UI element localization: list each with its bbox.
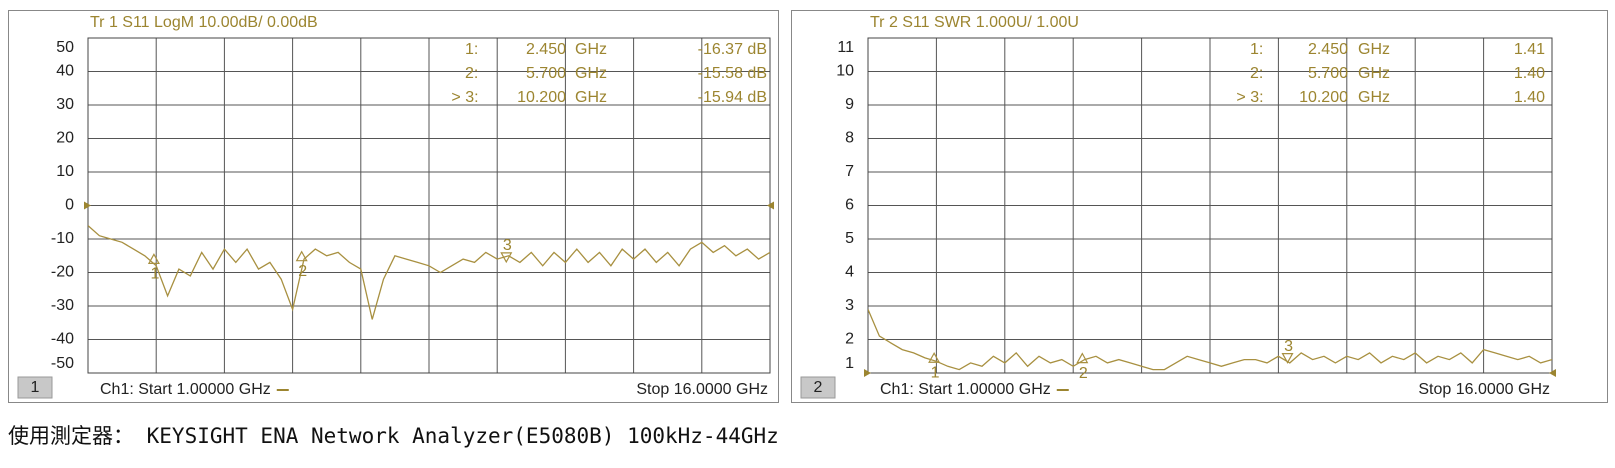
y-tick-label: 3 bbox=[845, 297, 854, 314]
marker-freq: 2.450 bbox=[526, 41, 566, 58]
marker-tag: 3 bbox=[1284, 338, 1293, 355]
trace bbox=[88, 225, 770, 320]
y-tick-label: 10 bbox=[836, 63, 854, 80]
y-tick-label: 0 bbox=[65, 197, 74, 214]
y-tick-label: 8 bbox=[845, 130, 854, 147]
marker-tag: 1 bbox=[931, 364, 940, 381]
start-label: Ch1: Start 1.00000 GHz bbox=[100, 381, 271, 398]
y-tick-label: 50 bbox=[56, 39, 74, 56]
y-tick-label: -10 bbox=[51, 230, 74, 247]
marker-triangle bbox=[1076, 352, 1089, 364]
marker-triangle bbox=[1281, 353, 1294, 364]
plot-frame bbox=[867, 37, 1553, 374]
marker-reading: -15.94 dB bbox=[698, 89, 767, 106]
marker-tag: 1 bbox=[150, 266, 159, 283]
y-tick-label: 11 bbox=[837, 39, 854, 56]
marker-id: 2: bbox=[1250, 65, 1263, 82]
marker-freq: 5.700 bbox=[1308, 65, 1348, 82]
marker-unit: GHz bbox=[1358, 41, 1390, 58]
y-tick-label: 1 bbox=[845, 355, 854, 372]
trace bbox=[868, 309, 1552, 371]
marker-reading: 1.41 bbox=[1514, 41, 1545, 58]
y-tick-label: 6 bbox=[845, 197, 854, 214]
y-tick-label: -40 bbox=[51, 331, 74, 348]
y-tick-label: 7 bbox=[845, 163, 854, 180]
marker-triangle bbox=[147, 253, 160, 264]
y-tick-label: 30 bbox=[56, 96, 74, 113]
marker-id: > 3: bbox=[1236, 89, 1263, 106]
y-tick-label: 5 bbox=[845, 230, 854, 247]
start-label: Ch1: Start 1.00000 GHz bbox=[880, 381, 1051, 398]
marker-tag: 3 bbox=[503, 237, 512, 254]
y-tick-label: 10 bbox=[56, 163, 74, 180]
marker-id: 1: bbox=[1250, 41, 1263, 58]
marker-freq: 5.700 bbox=[526, 65, 566, 82]
marker-unit: GHz bbox=[575, 89, 607, 106]
y-tick-label: 40 bbox=[56, 63, 74, 80]
stop-label: Stop 16.0000 GHz bbox=[1418, 381, 1550, 398]
marker-triangle bbox=[500, 252, 513, 264]
panel bbox=[791, 10, 1608, 403]
channel-number: 2 bbox=[814, 379, 823, 396]
channel-box bbox=[17, 376, 53, 399]
panel-header: Tr 2 S11 SWR 1.000U/ 1.00U bbox=[870, 14, 1079, 31]
y-tick-label: 9 bbox=[845, 96, 854, 113]
marker-reading: 1.40 bbox=[1514, 65, 1545, 82]
marker-reading: -15.58 dB bbox=[698, 65, 767, 82]
marker-id: 2: bbox=[465, 65, 478, 82]
marker-unit: GHz bbox=[575, 65, 607, 82]
marker-id: 1: bbox=[465, 41, 478, 58]
y-tick-label: 20 bbox=[56, 130, 74, 147]
marker-freq: 10.200 bbox=[517, 89, 566, 106]
channel-box bbox=[800, 376, 836, 399]
marker-triangle bbox=[295, 250, 308, 262]
marker-reading: -16.37 dB bbox=[698, 41, 767, 58]
y-tick-label: 2 bbox=[845, 331, 854, 348]
marker-freq: 10.200 bbox=[1299, 89, 1348, 106]
marker-unit: GHz bbox=[1358, 89, 1390, 106]
panel bbox=[8, 10, 779, 403]
ref-right bbox=[767, 201, 774, 210]
ref-left bbox=[864, 369, 871, 377]
marker-unit: GHz bbox=[575, 41, 607, 58]
panel-header: Tr 1 S11 LogM 10.00dB/ 0.00dB bbox=[90, 14, 318, 31]
y-tick-label: -30 bbox=[51, 297, 74, 314]
stop-label: Stop 16.0000 GHz bbox=[636, 381, 768, 398]
y-tick-label: -50 bbox=[51, 355, 74, 372]
charts: Tr 1 S11 LogM 10.00dB/ 0.00dB 50 40 30 20 10 0… bbox=[8, 10, 1608, 403]
marker-triangle bbox=[928, 352, 941, 363]
marker-id: > 3: bbox=[451, 89, 478, 106]
y-tick-label: 4 bbox=[845, 264, 854, 281]
ref-left bbox=[84, 201, 91, 210]
channel-number: 1 bbox=[31, 379, 40, 396]
marker-unit: GHz bbox=[1358, 65, 1390, 82]
marker-tag: 2 bbox=[298, 263, 307, 280]
marker-reading: 1.40 bbox=[1514, 89, 1545, 106]
ref-right bbox=[1549, 369, 1556, 377]
marker-tag: 2 bbox=[1079, 365, 1088, 382]
y-tick-label: -20 bbox=[51, 264, 74, 281]
marker-freq: 2.450 bbox=[1308, 41, 1348, 58]
caption: 使用測定器： KEYSIGHT ENA Network Analyzer(E50… bbox=[8, 424, 779, 448]
